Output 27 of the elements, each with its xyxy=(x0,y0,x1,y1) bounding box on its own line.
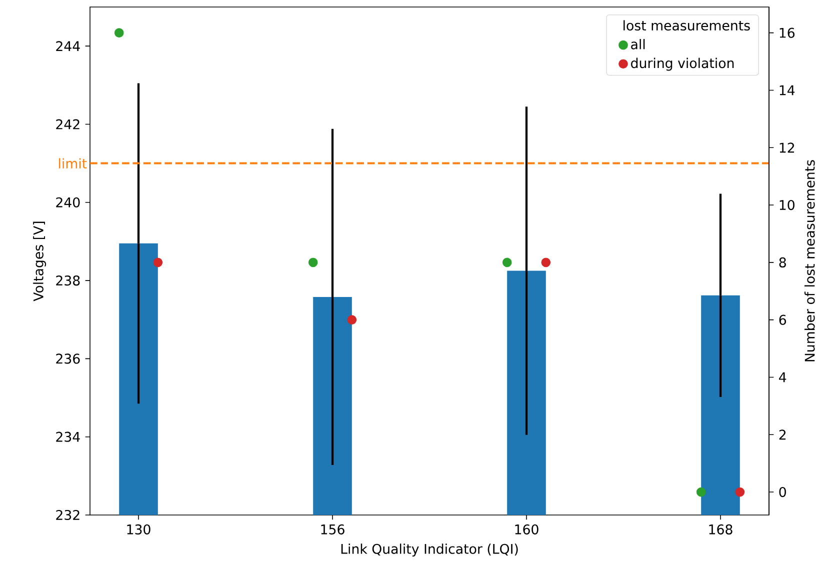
y-tick-label: 238 xyxy=(56,275,80,286)
y2-tick-label: 10 xyxy=(780,200,794,210)
y2-axis-title: Number of lost measurements xyxy=(804,160,815,362)
legend-title: lost measurements xyxy=(624,20,750,31)
x-tick-label: 130 xyxy=(127,524,150,534)
x-axis-title: Link Quality Indicator (LQI) xyxy=(341,544,518,557)
x-tick-label: 160 xyxy=(515,524,538,534)
y2-tick-label: 12 xyxy=(780,142,794,153)
y-tick-label: 242 xyxy=(56,119,80,130)
y-tick-label: 240 xyxy=(56,197,80,208)
y-tick-label: 236 xyxy=(56,354,80,364)
y-tick-label: 232 xyxy=(56,510,80,520)
y2-tick-label: 16 xyxy=(780,28,795,38)
y2-tick-label: 2 xyxy=(779,430,786,440)
x-tick-label: 168 xyxy=(709,524,732,534)
legend-label: during violation xyxy=(631,58,734,71)
x-tick-label: 156 xyxy=(321,524,344,534)
y2-tick-label: 8 xyxy=(779,257,786,268)
y-tick-label: 244 xyxy=(56,41,80,52)
y-axis-title: Voltages [V] xyxy=(33,222,46,302)
y2-tick-label: 14 xyxy=(780,85,795,96)
y2-tick-label: 0 xyxy=(779,486,786,498)
y2-tick-label: 4 xyxy=(779,372,786,382)
y2-tick-label: 6 xyxy=(779,314,786,325)
ref-line-label: limit xyxy=(58,158,87,168)
legend-label: all xyxy=(631,39,645,50)
y-tick-label: 234 xyxy=(56,432,80,442)
